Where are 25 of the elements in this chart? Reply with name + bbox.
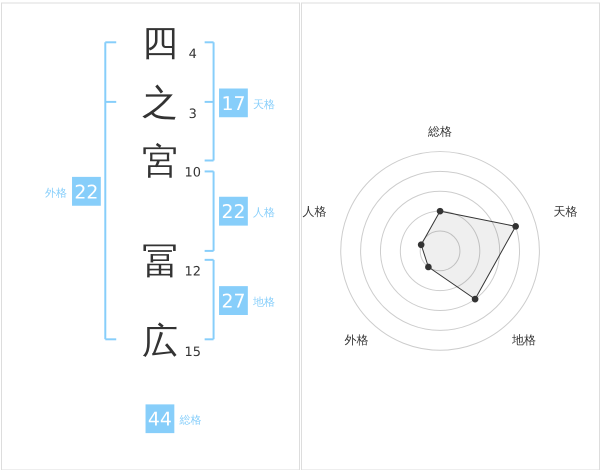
text: 3 [188,106,197,122]
text: 15 [184,345,201,360]
spoke-label: 人格 [302,204,326,218]
spoke-label: 天格 [554,204,578,218]
text: 広 [142,321,178,362]
category-label: 天格 [252,98,275,111]
text: 四 [142,23,178,64]
text: 10 [184,165,201,180]
spoke-label: 地格 [510,333,536,348]
spoke-label: 外格 [344,333,368,348]
data-label: 44 [148,408,172,431]
text: 宮 [142,141,178,182]
category-label: 外格 [45,186,68,200]
data-label: 22 [74,181,98,204]
data-label: 27 [221,290,246,313]
spoke-label: 総格 [427,124,452,139]
category-label: 人格 [252,206,275,220]
category-label: 総格 [178,414,202,427]
text: 冨 [142,240,178,282]
category-label: 地格 [252,296,275,309]
text: 4 [188,47,197,62]
text: 之 [142,82,178,124]
data-label: 17 [221,92,246,115]
data-label: 22 [221,201,246,224]
text: 12 [184,264,201,280]
